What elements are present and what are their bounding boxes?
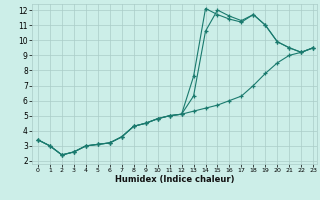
X-axis label: Humidex (Indice chaleur): Humidex (Indice chaleur) (115, 175, 234, 184)
